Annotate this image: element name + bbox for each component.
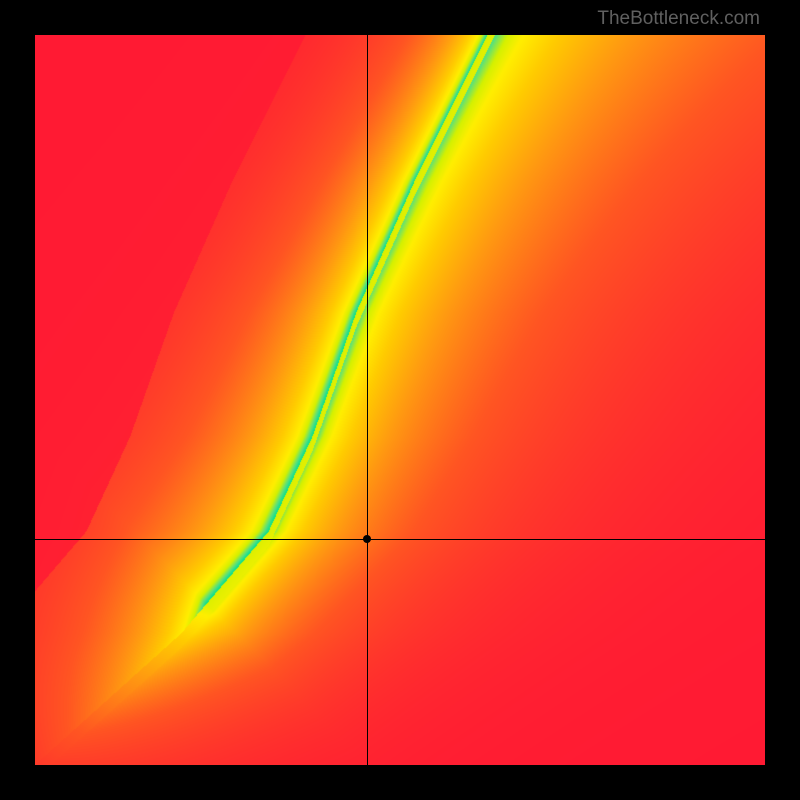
marker-dot bbox=[363, 535, 371, 543]
heatmap-chart bbox=[35, 35, 765, 765]
watermark-text: TheBottleneck.com bbox=[597, 8, 760, 30]
crosshair-vertical bbox=[367, 35, 368, 765]
heatmap-canvas bbox=[35, 35, 765, 765]
crosshair-horizontal bbox=[35, 539, 765, 540]
